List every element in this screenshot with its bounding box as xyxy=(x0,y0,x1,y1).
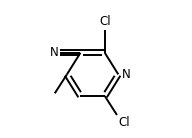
Text: N: N xyxy=(50,46,59,59)
Text: N: N xyxy=(122,68,131,81)
Text: Cl: Cl xyxy=(118,116,130,129)
Text: Cl: Cl xyxy=(99,15,111,28)
